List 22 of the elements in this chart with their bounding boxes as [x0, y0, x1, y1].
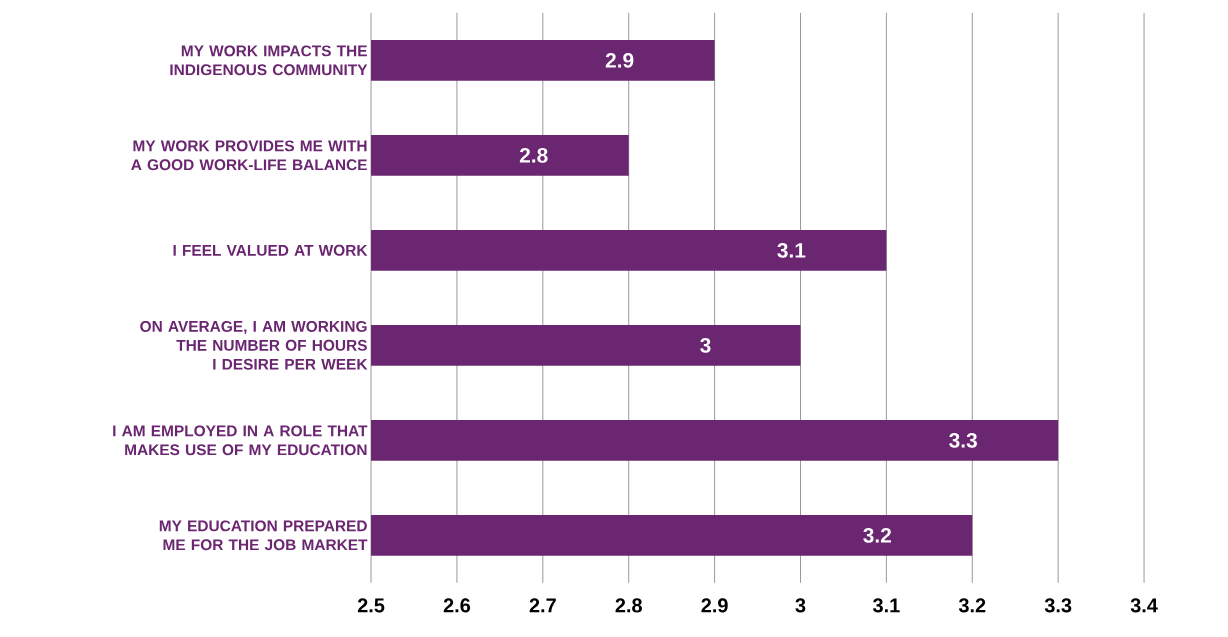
x-tick-label: 2.9 [701, 598, 728, 613]
y-tick-label: MY EDUCATION PREPARED ME FOR THE JOB MARKET [159, 520, 368, 551]
x-tick-label: 3.4 [1130, 598, 1158, 613]
y-tick-label: MY WORK PROVIDES ME WITH A GOOD WORK-LIFE BALANCE [131, 140, 367, 171]
x-tick-label: 2.8 [615, 598, 642, 613]
x-tick-label: 3 [795, 598, 806, 613]
data-label: 3.1 [777, 242, 806, 258]
x-tick-label: 3.1 [872, 598, 900, 613]
data-label: 3 [700, 337, 711, 353]
x-tick-label: 3.2 [958, 598, 986, 613]
data-label: 3.3 [949, 432, 977, 448]
data-label: 2.8 [519, 147, 548, 163]
data-label: 2.9 [605, 52, 634, 68]
x-tick-label: 2.7 [529, 598, 556, 613]
y-tick-label: ON AVERAGE, I AM WORKING THE NUMBER OF HOURS I DESIRE PER WEEK [140, 320, 368, 370]
y-tick-label: I AM EMPLOYED IN A ROLE THAT MAKES USE OF MY EDUCATION [113, 425, 368, 456]
x-tick-label: 2.6 [443, 598, 471, 613]
y-tick-label: I FEEL VALUED AT WORK [173, 244, 368, 256]
x-tick-label: 2.5 [357, 598, 385, 613]
y-tick-label: MY WORK IMPACTS THE INDIGENOUS COMMUNITY [170, 45, 368, 76]
x-tick-label: 3.3 [1044, 598, 1072, 613]
data-label: 3.2 [863, 527, 891, 543]
